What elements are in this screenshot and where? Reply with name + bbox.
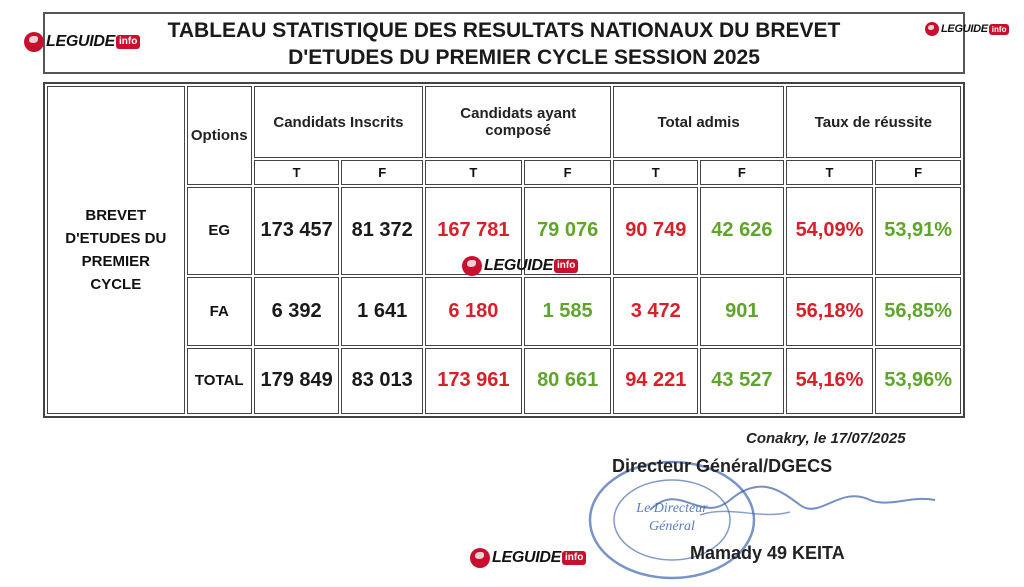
official-stamp: Le Directeur Général: [588, 460, 756, 580]
row-group-label: BREVET D'ETUDES DU PREMIER CYCLE: [47, 86, 185, 414]
title-line-2: D'ETUDES DU PREMIER CYCLE SESSION 2025: [288, 46, 760, 69]
leguide-logo-top-right: LEGUIDE info: [925, 22, 1010, 36]
director-title: Directeur Général/DGECS: [612, 456, 833, 476]
document-title: TABLEAU STATISTIQUE DES RESULTATS NATION…: [43, 12, 965, 74]
globe-icon: [462, 256, 482, 276]
header-total-admis: Total admis: [613, 86, 784, 159]
signatory-name: Mamady 49 KEITA: [690, 543, 845, 563]
table-cell: 53,96%: [875, 347, 961, 414]
svg-text:Général: Général: [649, 519, 695, 534]
table-cell: 94 221: [613, 347, 699, 414]
header-taux-de-reussite: Taux de réussite: [785, 86, 961, 159]
table-cell: 54,09%: [785, 186, 874, 276]
subheader-f: F: [875, 160, 961, 185]
svg-text:Le Directeur: Le Directeur: [635, 501, 708, 516]
options-header: Options: [186, 86, 252, 185]
leguide-logo-center: LEGUIDE info: [462, 256, 579, 276]
title-line-1: TABLEAU STATISTIQUE DES RESULTATS NATION…: [167, 19, 841, 42]
table-cell: 3 472: [613, 277, 699, 346]
table-cell: 56,18%: [785, 277, 874, 346]
leguide-logo-bottom: LEGUIDE info: [470, 548, 587, 568]
subheader-t: T: [613, 160, 699, 185]
table-cell: 90 749: [613, 186, 699, 276]
subheader-t: T: [424, 160, 522, 185]
signature: [649, 485, 936, 516]
table-cell: 173 961: [424, 347, 522, 414]
option-label: TOTAL: [186, 347, 252, 414]
table-cell: 83 013: [341, 347, 423, 414]
option-label: EG: [186, 186, 252, 276]
table-row: EG 173 457 81 372 167 781 79 076 90 749 …: [47, 186, 961, 276]
table-cell: 1 641: [341, 277, 423, 346]
table-cell: 56,85%: [875, 277, 961, 346]
document-date: Conakry, le 17/07/2025: [746, 430, 906, 447]
table-cell: 901: [700, 277, 784, 346]
table-cell: 173 457: [253, 186, 340, 276]
globe-icon: [24, 32, 44, 52]
table-cell: 43 527: [700, 347, 784, 414]
table-row: FA 6 392 1 641 6 180 1 585 3 472 901 56,…: [47, 277, 961, 346]
table-cell: 53,91%: [875, 186, 961, 276]
subheader-t: T: [253, 160, 340, 185]
globe-icon: [925, 22, 939, 36]
option-label: FA: [186, 277, 252, 346]
table-cell: 6 180: [424, 277, 522, 346]
subheader-t: T: [785, 160, 874, 185]
table-cell: 81 372: [341, 186, 423, 276]
subheader-f: F: [523, 160, 612, 185]
table-cell: 179 849: [253, 347, 340, 414]
table-cell: 54,16%: [785, 347, 874, 414]
subheader-f: F: [341, 160, 423, 185]
table-cell: 42 626: [700, 186, 784, 276]
subheader-f: F: [700, 160, 784, 185]
results-table: BREVET D'ETUDES DU PREMIER CYCLE Options…: [43, 82, 965, 418]
table-cell: 6 392: [253, 277, 340, 346]
table-cell: 80 661: [523, 347, 612, 414]
table-cell: 79 076: [523, 186, 612, 276]
header-candidats-inscrits: Candidats Inscrits: [253, 86, 423, 159]
globe-icon: [470, 548, 490, 568]
leguide-logo-top-left: LEGUIDE info: [24, 32, 141, 52]
table-row: TOTAL 179 849 83 013 173 961 80 661 94 2…: [47, 347, 961, 414]
header-candidats-ayant-compose: Candidats ayant composé: [424, 86, 612, 159]
table-cell: 1 585: [523, 277, 612, 346]
